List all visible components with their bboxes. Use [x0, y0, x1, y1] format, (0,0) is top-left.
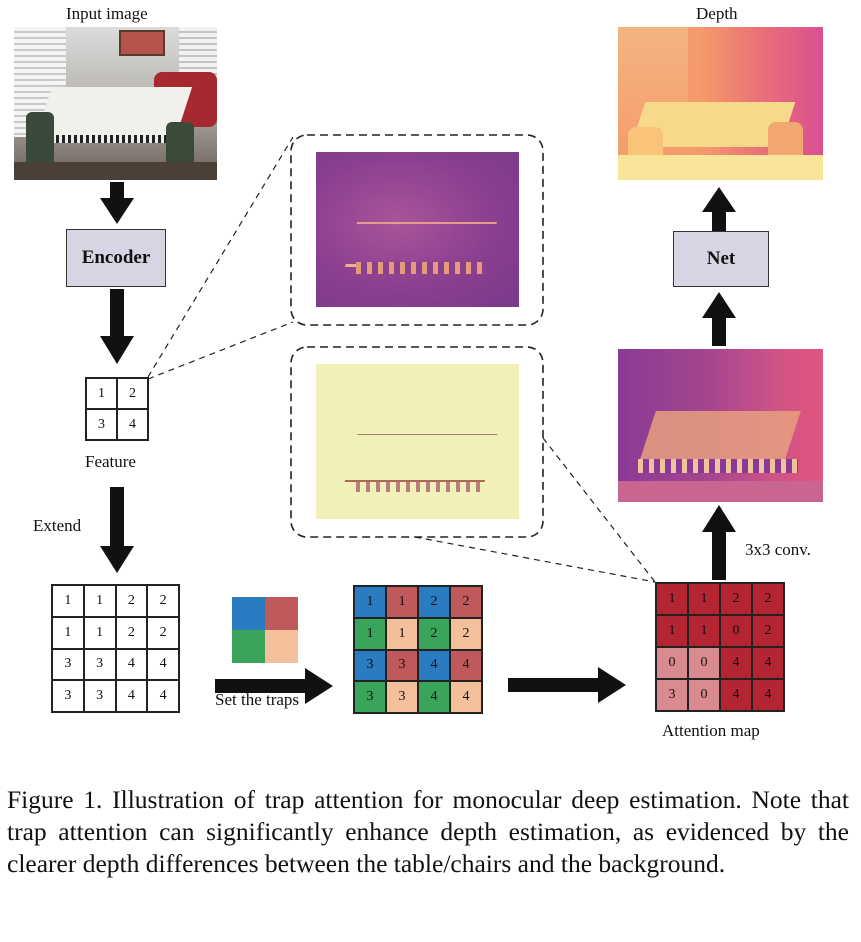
trap-cell: 1	[354, 617, 386, 650]
legend-swatch	[232, 597, 265, 630]
legend-swatch	[265, 597, 298, 630]
net-box: Net	[673, 231, 769, 287]
attention-cell: 4	[720, 647, 752, 679]
extend-label: Extend	[33, 516, 82, 535]
extended-cell: 4	[115, 648, 148, 681]
arrow-input-to-encoder	[100, 182, 134, 224]
attention-cell: 0	[656, 647, 688, 679]
arrow-to-attention	[508, 667, 626, 703]
extended-cell: 2	[115, 616, 148, 649]
attention-feature-map-purple	[316, 152, 519, 307]
figure-caption: Figure 1. Illustration of trap attention…	[7, 785, 849, 878]
trap-cell: 3	[386, 649, 418, 682]
trap-cell: 1	[354, 586, 386, 618]
attention-cell: 4	[720, 679, 752, 711]
extended-cell: 2	[147, 585, 179, 617]
attention-cell: 1	[688, 615, 720, 647]
attention-cell: 0	[720, 615, 752, 647]
conv-input-map	[618, 349, 823, 502]
trap-cell: 3	[354, 649, 386, 682]
conv-label: 3x3 conv.	[745, 540, 811, 559]
attention-cell: 3	[656, 679, 688, 711]
attention-cell: 1	[656, 583, 688, 615]
trap-cell: 4	[418, 681, 450, 713]
attention-cell: 4	[752, 679, 784, 711]
feature-cell: 1	[86, 378, 117, 409]
trap-cell: 3	[386, 681, 418, 713]
legend-swatch	[232, 630, 265, 663]
arrow-conv	[702, 505, 736, 580]
extended-cell: 3	[52, 648, 84, 681]
extended-cell: 1	[83, 585, 116, 617]
trap-cell: 4	[450, 681, 482, 713]
attention-cell: 1	[656, 615, 688, 647]
arrow-to-depth	[702, 187, 736, 231]
input-image	[14, 27, 217, 180]
trap-cell: 1	[386, 586, 418, 618]
set-traps-label: Set the traps	[215, 690, 300, 709]
trap-cell: 4	[450, 649, 482, 682]
arrow-set-traps	[215, 668, 333, 704]
attention-cell: 2	[720, 583, 752, 615]
trap-cell: 1	[386, 617, 418, 650]
extended-cell: 4	[115, 680, 148, 712]
input-image-label: Input image	[66, 4, 148, 23]
extended-cell: 1	[83, 616, 116, 649]
extended-cell: 1	[52, 616, 84, 649]
attention-cell: 1	[688, 583, 720, 615]
attention-cell: 2	[752, 615, 784, 647]
extended-cell: 4	[147, 648, 179, 681]
arrow-to-net	[702, 292, 736, 346]
trap-cell: 2	[450, 617, 482, 650]
attention-cell: 2	[752, 583, 784, 615]
trap-cell: 3	[354, 681, 386, 713]
trap-cell: 4	[418, 649, 450, 682]
depth-label: Depth	[696, 4, 738, 23]
arrow-extend	[100, 487, 134, 573]
extended-cell: 3	[52, 680, 84, 712]
extended-cell: 3	[83, 680, 116, 712]
feature-label: Feature	[85, 452, 136, 471]
attention-map-label: Attention map	[662, 721, 760, 740]
arrow-encoder-to-feature	[100, 289, 134, 364]
trap-cell: 2	[418, 617, 450, 650]
dashed-frame-top	[290, 134, 544, 326]
extended-cell: 2	[115, 585, 148, 617]
trap-cell: 2	[450, 586, 482, 618]
extended-cell: 2	[147, 616, 179, 649]
legend-swatch	[265, 630, 298, 663]
attention-feature-map-yellow	[316, 364, 519, 519]
encoder-box: Encoder	[66, 229, 166, 287]
trap-cell: 2	[418, 586, 450, 618]
trap-color-legend	[232, 597, 298, 663]
attention-cell: 0	[688, 679, 720, 711]
depth-image	[618, 27, 823, 180]
extended-cell: 3	[83, 648, 116, 681]
feature-cell: 4	[117, 409, 148, 440]
attention-cell: 4	[752, 647, 784, 679]
attention-cell: 0	[688, 647, 720, 679]
feature-cell: 3	[86, 409, 117, 440]
extended-cell: 1	[52, 585, 84, 617]
feature-cell: 2	[117, 378, 148, 409]
extended-cell: 4	[147, 680, 179, 712]
